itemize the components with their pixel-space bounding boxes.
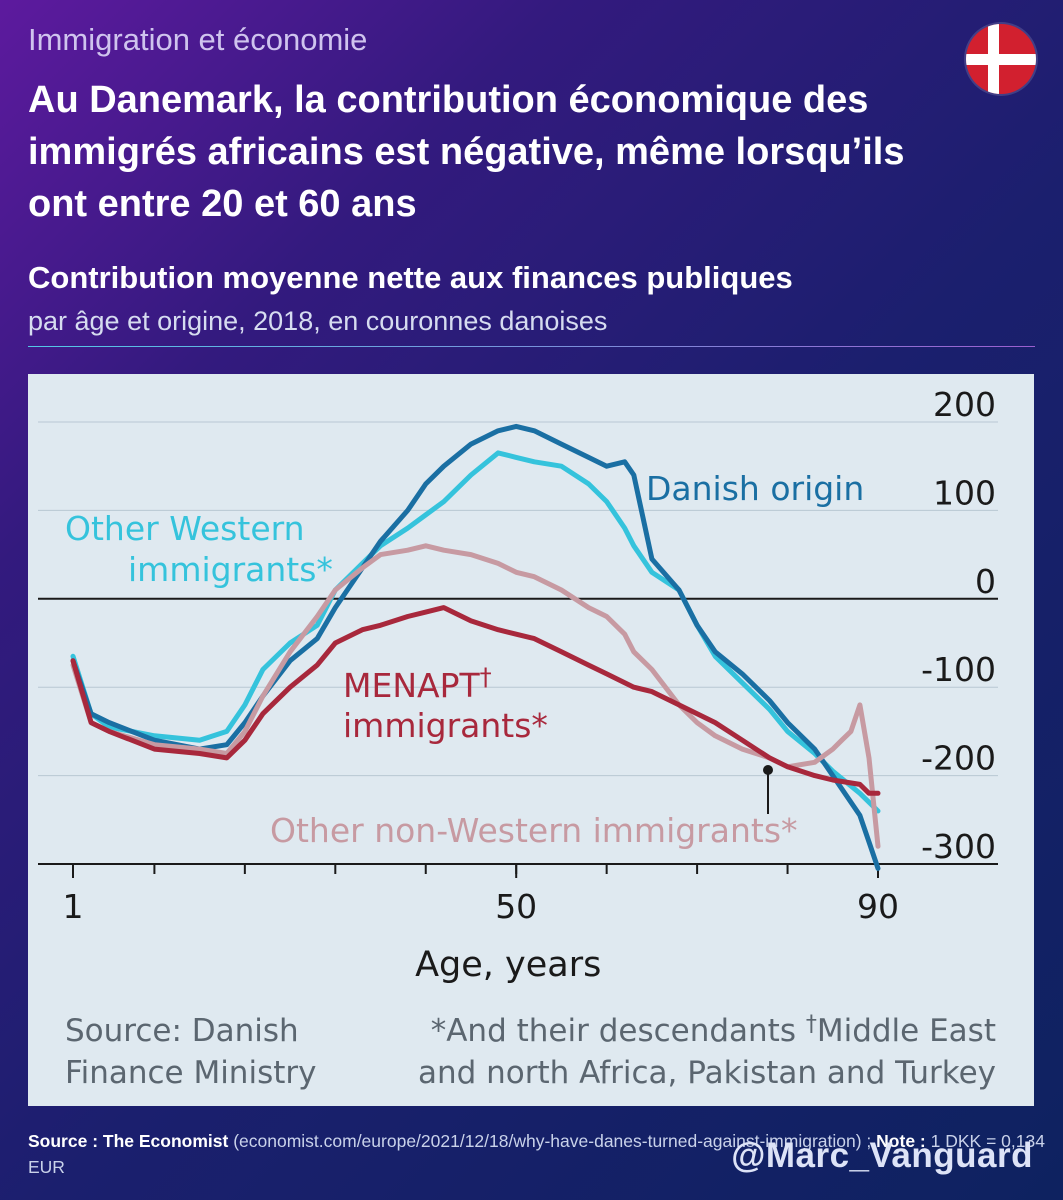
chart-panel: 200 100 0 -100 -200 -300 1 50 90 Age, years Danish… [28,374,1034,1106]
annotation-dot [763,765,773,775]
chart-footnote: *And their descendants †Middle East [431,1012,996,1049]
y-tick-label: -200 [921,739,996,778]
x-tick-label: 50 [495,887,537,926]
series-line [70,543,881,849]
x-axis-label: Age, years [415,945,601,985]
y-tick-label: -100 [921,650,996,689]
x-tick-label: 1 [63,887,84,926]
chart-source-note: Finance Ministry [65,1055,316,1091]
headline: Au Danemark, la contribution économique … [28,79,905,225]
chart-source-note: Source: Danish [65,1013,299,1049]
divider [28,346,1035,347]
series-label: Other non-Western immigrants* [270,811,798,850]
y-tick-label: 200 [933,385,996,424]
x-tick-label: 90 [857,887,899,926]
author-handle: @Marc_Vanguard [731,1136,1033,1175]
chart-subsubtitle: par âge et origine, 2018, en couronnes d… [28,306,608,336]
series-label: Other Western [65,509,305,548]
series-label: Danish origin [646,469,864,508]
source-label: Source : The Economist [28,1131,229,1151]
chart-subtitle: Contribution moyenne nette aux finances … [28,260,793,295]
footer-source: Source : The Economist (economist.com/eu… [28,1128,1063,1180]
note-label: Note : [876,1131,926,1151]
line-chart: 200 100 0 -100 -200 -300 1 50 90 Age, years Danish… [38,385,998,1091]
y-tick-label: 100 [933,473,996,512]
series-line [70,423,881,871]
note-text: 1 DKK = 0,134 EUR [28,1131,1045,1177]
series-line [70,605,881,796]
y-tick-label: -300 [921,827,996,866]
kicker: Immigration et économie [28,22,368,57]
series-line [70,450,881,814]
series-label: immigrants* [128,550,333,589]
series-label: immigrants* [343,706,548,745]
y-tick-label: 0 [975,562,996,601]
chart-footnote: and north Africa, Pakistan and Turkey [418,1055,996,1091]
source-link[interactable]: (economist.com/europe/2021/12/18/why-hav… [233,1131,872,1151]
denmark-flag-icon [966,24,1036,94]
series-label: MENAPT† [343,663,492,705]
